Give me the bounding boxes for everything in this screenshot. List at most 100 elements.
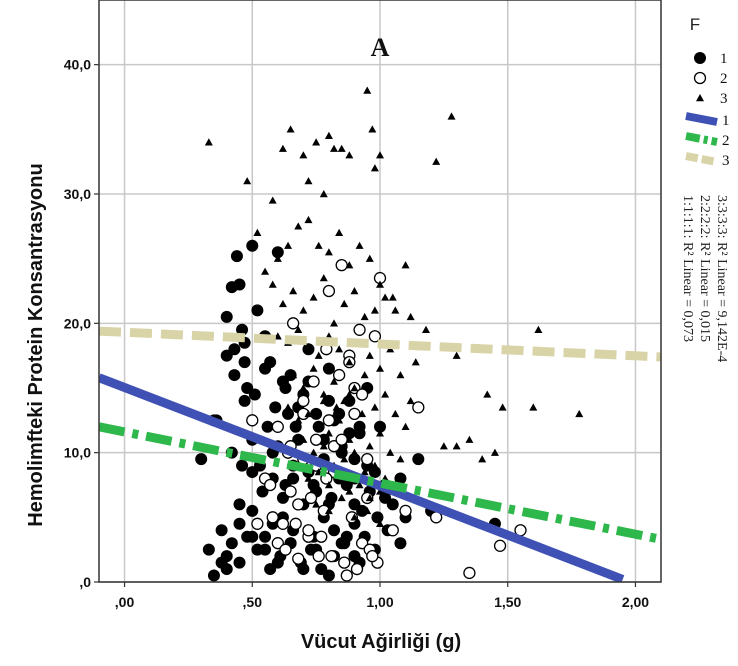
legend-label: 1 [720, 51, 728, 67]
legend-marker-3 [696, 94, 704, 102]
data-point-group-3 [204, 138, 213, 146]
data-point-group-3 [340, 299, 349, 308]
data-point-group-3 [401, 261, 410, 269]
data-point-group-3 [401, 422, 410, 430]
data-point-group-1 [348, 550, 361, 563]
data-point-group-1 [287, 472, 300, 485]
data-point-group-3 [396, 455, 405, 463]
data-point-group-2 [368, 330, 382, 343]
data-point-group-3 [391, 306, 400, 314]
data-point-group-3 [465, 435, 474, 443]
data-point-group-3 [345, 261, 354, 269]
data-point-group-2 [338, 556, 351, 569]
legend: F 1 2 3 1 2 3 [685, 15, 730, 169]
legend-label: 1 [722, 113, 730, 129]
data-point-group-3 [432, 157, 441, 165]
y-axis-title: Hemolimfteki Protein Konsantrasyonu [25, 163, 47, 526]
data-point-group-3 [360, 371, 369, 379]
data-point-group-3 [381, 293, 390, 301]
data-point-group-2 [264, 478, 277, 492]
data-point-group-1 [233, 498, 246, 511]
data-point-group-1 [394, 537, 407, 550]
data-point-group-1 [202, 543, 215, 556]
data-point-group-3 [345, 435, 354, 443]
data-point-group-3 [365, 442, 374, 450]
data-point-group-3 [268, 280, 277, 288]
data-point-group-3 [358, 409, 367, 418]
data-point-group-1 [333, 407, 346, 420]
data-point-group-3 [314, 241, 323, 249]
data-point-group-2 [271, 537, 284, 550]
data-point-group-3 [337, 144, 346, 152]
data-point-group-3 [294, 222, 303, 230]
data-point-group-1 [259, 530, 272, 543]
data-point-group-3 [370, 461, 379, 469]
data-point-group-1 [394, 472, 407, 485]
data-point-group-2 [412, 401, 425, 414]
data-point-group-3 [345, 151, 354, 159]
data-point-group-3 [332, 403, 341, 411]
data-point-group-2 [340, 569, 353, 582]
data-point-group-1 [236, 323, 249, 336]
x-axis-title: Vücut Ağirliği (g) [301, 631, 461, 653]
legend-title: F [690, 15, 700, 34]
data-point-group-1 [220, 550, 233, 563]
data-point-group-3 [368, 125, 377, 133]
data-point-group-1 [251, 304, 264, 317]
data-point-group-3 [278, 299, 287, 308]
data-point-group-2 [286, 317, 300, 330]
data-point-group-3 [355, 241, 364, 249]
data-point-group-3 [319, 396, 328, 405]
data-point-group-3 [386, 448, 395, 456]
data-point-group-2 [309, 433, 323, 446]
data-point-group-1 [259, 362, 272, 375]
x-tick-label: ,00 [115, 594, 135, 610]
r2-label: 1:1:1:1: R² Linear = 0,073 [680, 195, 695, 342]
x-tick-label: ,50 [243, 594, 263, 610]
data-point-group-3 [370, 306, 379, 314]
data-point-group-3 [324, 248, 333, 256]
data-point-group-3 [391, 409, 400, 418]
data-point-group-3 [309, 448, 318, 456]
data-point-group-1 [289, 420, 302, 433]
data-point-group-1 [246, 466, 259, 479]
data-point-group-3 [345, 390, 354, 398]
data-point-group-1 [220, 349, 233, 362]
data-point-group-3 [360, 468, 369, 476]
data-point-group-2 [353, 323, 366, 336]
data-point-group-3 [376, 364, 384, 372]
data-point-group-1 [246, 530, 259, 543]
data-point-group-1 [335, 537, 348, 550]
data-point-group-3 [294, 325, 303, 333]
data-point-group-1 [310, 407, 323, 420]
data-point-group-2 [463, 566, 476, 580]
data-point-group-3 [319, 390, 328, 398]
data-point-group-3 [337, 493, 346, 502]
x-tick-label: 1,00 [366, 594, 393, 610]
data-point-group-2 [276, 517, 290, 530]
data-point-group-1 [307, 479, 320, 491]
x-tick-label: 2,00 [622, 594, 649, 610]
data-point-group-3 [294, 416, 303, 424]
data-point-group-3 [289, 287, 298, 295]
data-point-group-2 [348, 407, 361, 421]
data-point-group-1 [379, 491, 392, 504]
data-point-group-1 [233, 556, 246, 569]
data-point-group-3 [309, 293, 318, 301]
data-point-group-2 [302, 524, 315, 537]
data-point-group-2 [322, 284, 336, 298]
data-point-group-3 [278, 144, 287, 152]
data-point-group-1 [225, 537, 238, 550]
fit-lines-layer [99, 326, 661, 582]
data-point-group-3 [345, 487, 354, 495]
data-point-group-3 [350, 448, 359, 456]
data-point-group-2 [304, 491, 318, 505]
data-point-group-1 [348, 453, 361, 466]
data-point-group-2 [355, 537, 369, 550]
data-point-group-3 [529, 403, 538, 411]
data-point-group-3 [498, 403, 507, 411]
data-point-group-3 [439, 442, 448, 450]
data-point-group-3 [388, 293, 397, 301]
fit-line-group-3 [99, 326, 661, 362]
